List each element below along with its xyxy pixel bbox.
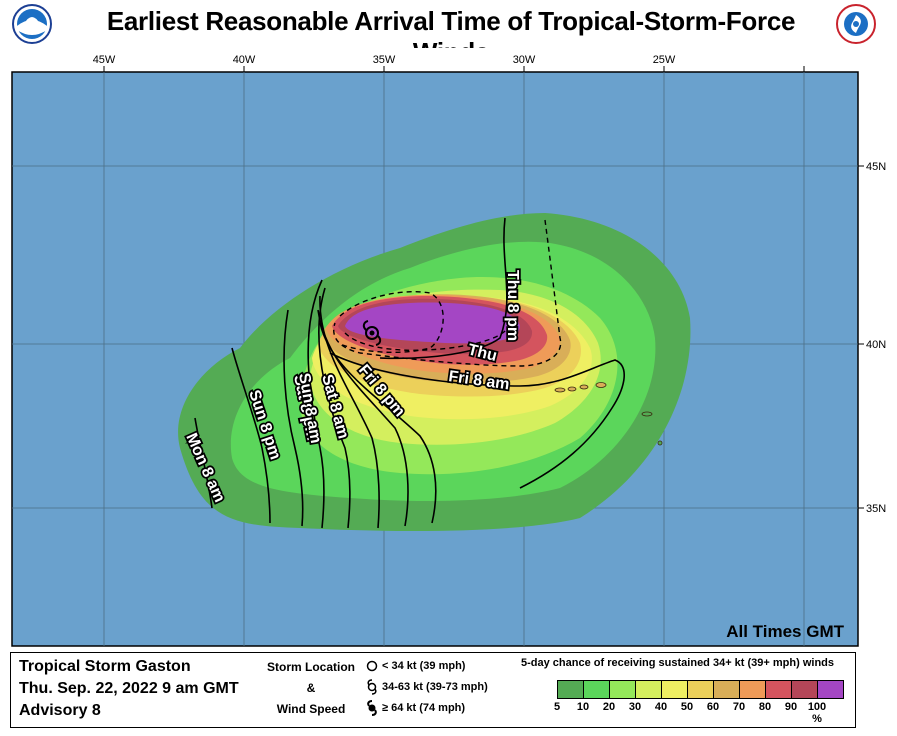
arrival-label-thu-8pm: Thu 8 pm <box>504 270 521 341</box>
timezone-note: All Times GMT <box>726 622 844 641</box>
scale-swatch <box>791 681 817 698</box>
symbol-key: < 34 kt (39 mph) 34-63 kt (39-73 mph) ≥ … <box>366 655 488 718</box>
scale-swatch <box>583 681 609 698</box>
scale-swatch <box>687 681 713 698</box>
longitude-label: 45W <box>93 54 116 66</box>
scale-label: 100 % <box>807 701 827 725</box>
symbol-row-low: < 34 kt (39 mph) <box>366 655 488 676</box>
advisory-date-time: Thu. Sep. 22, 2022 9 am GMT <box>19 680 239 697</box>
symbol-label: ≥ 64 kt (74 mph) <box>382 701 466 714</box>
advisory-number: Advisory 8 <box>19 702 101 719</box>
probability-scale-labels: 5 10 20 30 40 50 60 70 80 90 100 % <box>544 701 830 725</box>
scale-swatch <box>609 681 635 698</box>
scale-label: 60 <box>706 701 720 713</box>
scale-label: 50 <box>680 701 694 713</box>
symbol-row-hurricane: ≥ 64 kt (74 mph) <box>366 697 488 718</box>
symbol-label: 34-63 kt (39-73 mph) <box>382 680 488 693</box>
nws-logo <box>836 4 876 44</box>
storm-location-key: Storm Location & Wind Speed <box>261 657 361 720</box>
longitude-label: 40W <box>233 54 256 66</box>
ampersand-label: & <box>306 681 316 695</box>
storm-location-label: Storm Location <box>266 660 355 674</box>
storm-symbol-icon <box>362 320 382 346</box>
arrival-contours <box>194 217 625 529</box>
map-panel: 45W 40W 35W 30W 25W 45N 40N 35N <box>0 48 897 648</box>
storm-symbol-icon <box>367 678 377 695</box>
scale-label: 5 <box>553 701 561 713</box>
scale-label: 90 <box>784 701 798 713</box>
scale-label: 70 <box>732 701 746 713</box>
scale-swatch <box>661 681 687 698</box>
latitude-label: 35N <box>866 503 886 515</box>
probability-scale-title: 5-day chance of receiving sustained 34+ … <box>521 657 834 669</box>
symbol-label: < 34 kt (39 mph) <box>382 659 466 672</box>
scale-swatch <box>558 681 583 698</box>
scale-swatch <box>713 681 739 698</box>
dashed-contours <box>333 219 562 367</box>
longitude-label: 30W <box>513 54 536 66</box>
noaa-logo <box>12 4 52 44</box>
probability-swath <box>178 213 691 531</box>
scale-swatch <box>765 681 791 698</box>
scale-label: 10 <box>576 701 590 713</box>
storm-info: Tropical Storm Gaston Thu. Sep. 22, 2022… <box>19 656 239 722</box>
hurricane-symbol-icon <box>367 699 377 716</box>
scale-swatch <box>739 681 765 698</box>
latitude-label: 45N <box>866 161 886 173</box>
scale-label: 20 <box>602 701 616 713</box>
scale-label: 30 <box>628 701 642 713</box>
scale-swatch <box>635 681 661 698</box>
storm-name: Tropical Storm Gaston <box>19 658 191 675</box>
scale-label: 80 <box>758 701 772 713</box>
low-circle-icon <box>366 660 378 671</box>
swath-100pct <box>345 302 520 344</box>
header: Earliest Reasonable Arrival Time of Trop… <box>0 0 897 67</box>
longitude-label: 35W <box>373 54 396 66</box>
longitude-label: 25W <box>653 54 676 66</box>
probability-color-scale <box>557 680 844 699</box>
latitude-label: 40N <box>866 339 886 351</box>
scale-label: 40 <box>654 701 668 713</box>
legend-panel: Tropical Storm Gaston Thu. Sep. 22, 2022… <box>10 652 856 728</box>
scale-swatch <box>817 681 843 698</box>
wind-speed-label: Wind Speed <box>276 702 346 716</box>
azores-islands <box>554 382 663 446</box>
symbol-row-tropical-storm: 34-63 kt (39-73 mph) <box>366 676 488 697</box>
